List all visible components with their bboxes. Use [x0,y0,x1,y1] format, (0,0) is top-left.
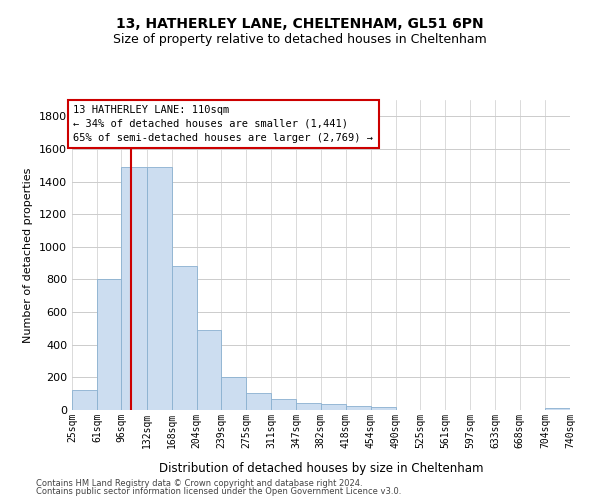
Bar [97,280,121,410]
Text: Contains public sector information licensed under the Open Government Licence v3: Contains public sector information licen… [36,487,401,496]
Text: 13, HATHERLEY LANE, CHELTENHAM, GL51 6PN: 13, HATHERLEY LANE, CHELTENHAM, GL51 6PN [116,18,484,32]
Text: Contains HM Land Registry data © Crown copyright and database right 2024.: Contains HM Land Registry data © Crown c… [36,478,362,488]
Bar [545,408,570,410]
Bar [271,400,296,410]
Bar [296,404,320,410]
Bar [320,404,346,410]
Bar [371,406,396,410]
Text: Size of property relative to detached houses in Cheltenham: Size of property relative to detached ho… [113,32,487,46]
Bar [221,376,246,410]
Y-axis label: Number of detached properties: Number of detached properties [23,168,34,342]
Bar [121,167,146,410]
Text: Distribution of detached houses by size in Cheltenham: Distribution of detached houses by size … [159,462,483,475]
Bar [146,167,172,410]
Bar [72,390,97,410]
Bar [172,266,197,410]
Bar [246,393,271,410]
Bar [346,406,371,410]
Bar [197,330,221,410]
Text: 13 HATHERLEY LANE: 110sqm
← 34% of detached houses are smaller (1,441)
65% of se: 13 HATHERLEY LANE: 110sqm ← 34% of detac… [73,105,373,143]
